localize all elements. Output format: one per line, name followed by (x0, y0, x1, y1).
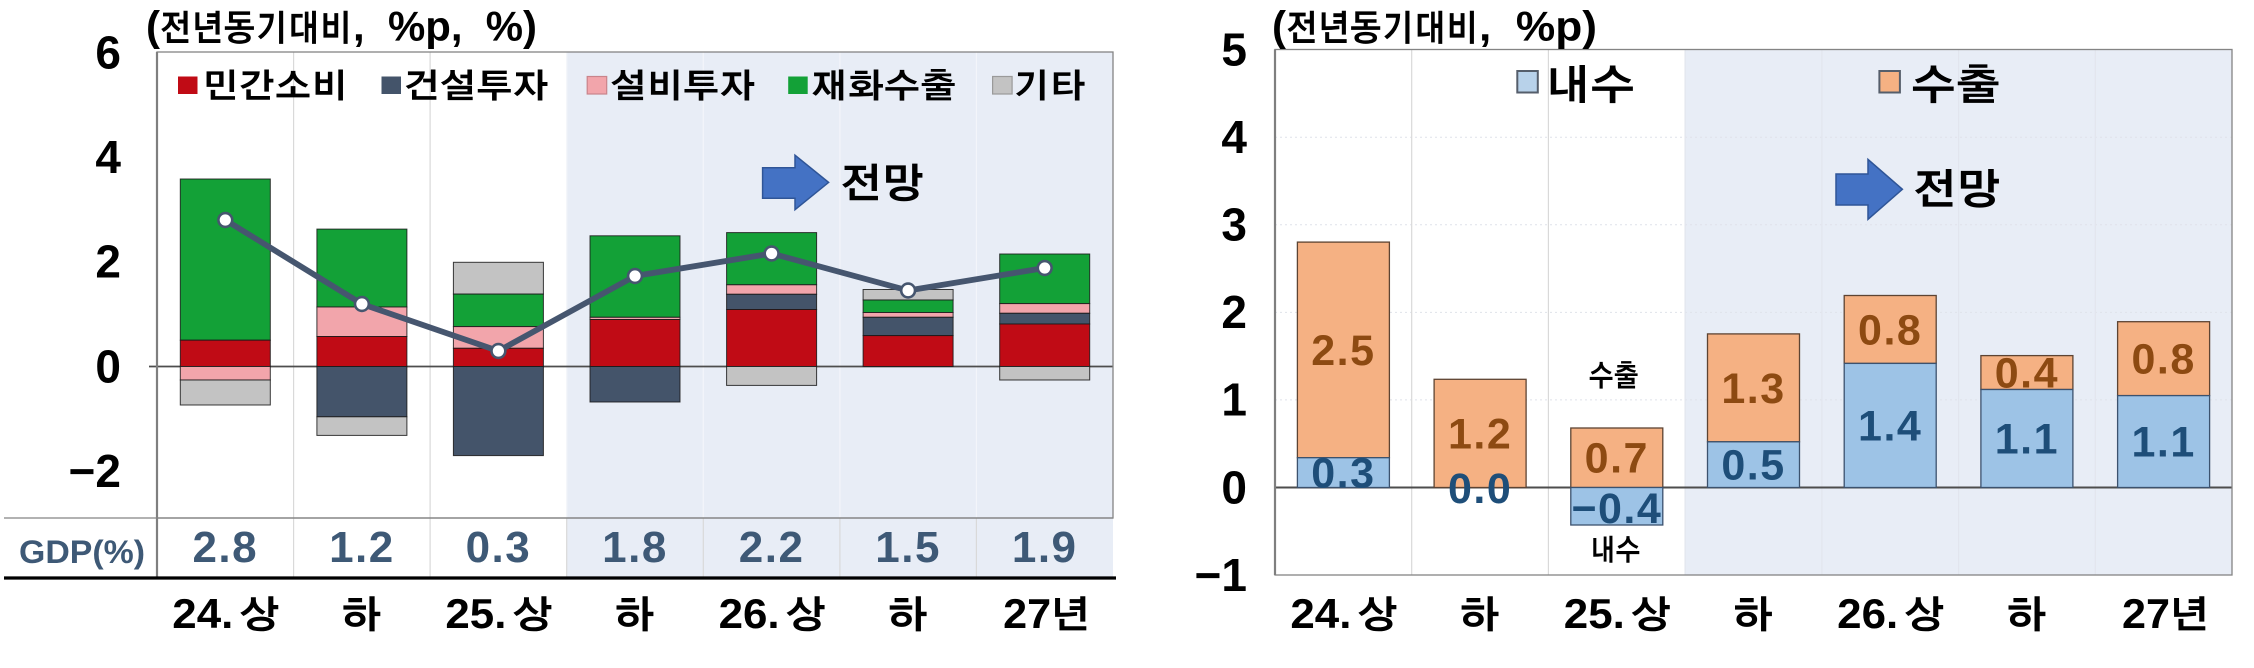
svg-text:1.4: 1.4 (1858, 402, 1922, 450)
svg-text:, %p, %): , %p, %) (353, 3, 537, 50)
svg-text:0.0: 0.0 (1448, 465, 1512, 513)
svg-text:−1: −1 (1195, 549, 1247, 601)
svg-text:27: 27 (2122, 590, 2170, 637)
svg-text:2.2: 2.2 (739, 523, 805, 572)
svg-text:(: ( (146, 3, 160, 50)
svg-text:3: 3 (1221, 199, 1247, 251)
svg-text:GDP(%): GDP(%) (19, 534, 145, 570)
svg-text:, %p): , %p) (1479, 3, 1597, 50)
svg-text:0.3: 0.3 (466, 523, 532, 572)
svg-text:0: 0 (95, 340, 121, 392)
svg-text:6: 6 (95, 26, 121, 78)
svg-text:1.2: 1.2 (1448, 410, 1512, 458)
svg-text:0: 0 (1221, 461, 1247, 513)
svg-text:1.5: 1.5 (875, 523, 941, 572)
svg-text:4: 4 (95, 131, 121, 183)
svg-text:−2: −2 (69, 445, 121, 497)
svg-text:27: 27 (1003, 590, 1051, 637)
svg-text:(: ( (1272, 3, 1286, 50)
svg-text:1.1: 1.1 (1995, 416, 2059, 464)
svg-text:1: 1 (1221, 374, 1247, 426)
svg-text:1.1: 1.1 (2131, 419, 2195, 467)
svg-text:2: 2 (1221, 286, 1247, 338)
svg-text:1.8: 1.8 (602, 523, 668, 572)
svg-text:1.2: 1.2 (329, 523, 395, 572)
svg-text:24.: 24. (1290, 590, 1351, 637)
svg-text:0.8: 0.8 (1858, 306, 1922, 354)
svg-text:0.8: 0.8 (2131, 336, 2195, 384)
svg-text:1.9: 1.9 (1012, 523, 1078, 572)
svg-text:0.5: 0.5 (1721, 442, 1785, 490)
svg-text:25.: 25. (1564, 590, 1625, 637)
svg-text:26.: 26. (1837, 590, 1898, 637)
svg-text:−0.4: −0.4 (1571, 485, 1662, 533)
svg-text:24.: 24. (172, 590, 233, 637)
svg-text:2.8: 2.8 (192, 523, 258, 572)
svg-text:2.5: 2.5 (1311, 327, 1375, 375)
svg-text:0.3: 0.3 (1311, 450, 1375, 498)
svg-text:1.3: 1.3 (1721, 365, 1785, 413)
svg-text:5: 5 (1221, 24, 1247, 76)
svg-text:4: 4 (1221, 111, 1247, 163)
svg-text:26.: 26. (719, 590, 780, 637)
svg-text:2: 2 (95, 236, 121, 288)
svg-text:0.7: 0.7 (1585, 435, 1649, 483)
svg-text:0.4: 0.4 (1995, 350, 2059, 398)
svg-text:25.: 25. (445, 590, 506, 637)
